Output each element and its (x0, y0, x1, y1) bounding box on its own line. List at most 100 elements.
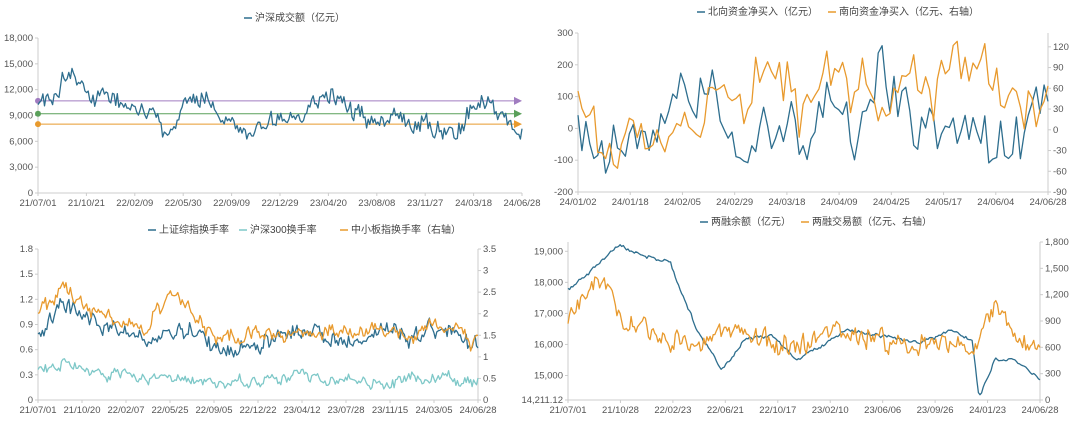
y-right-tick-label: -60 (1053, 166, 1067, 177)
y-right-tick-label: 1,200 (1045, 290, 1069, 301)
x-tick-label: 23/11/27 (407, 198, 443, 209)
x-tick-label: 24/02/05 (664, 197, 701, 208)
y-right-tick-label: 3 (483, 266, 488, 277)
y-tick-label: 6,000 (9, 136, 33, 147)
x-tick-label: 24/01/02 (560, 197, 597, 208)
y-tick-label: -200 (554, 187, 573, 198)
y-tick-label: 18,000 (4, 33, 33, 44)
series-line (567, 244, 1041, 396)
y-right-tick-label: 2.5 (483, 287, 496, 298)
y-tick-label: 3,000 (9, 162, 33, 173)
x-tick-label: 21/10/20 (64, 405, 101, 416)
x-tick-label: 24/03/18 (455, 198, 492, 209)
x-tick-label: 24/03/18 (768, 197, 805, 208)
x-tick-label: 24/06/28 (504, 198, 541, 209)
y-tick-label: 0 (28, 395, 33, 406)
x-tick-label: 21/07/01 (20, 405, 57, 416)
y-tick-label: 1.8 (20, 244, 33, 255)
x-tick-label: 23/04/20 (310, 198, 347, 209)
x-tick-label: 21/10/21 (68, 198, 105, 209)
series-line (37, 67, 523, 140)
legend-label: 沪深300换手率 (250, 223, 317, 236)
x-tick-label: 23/02/10 (812, 405, 849, 416)
y-tick-label: 14,211.12 (521, 395, 563, 406)
series-line (577, 40, 1049, 169)
reference-arrow (514, 96, 522, 105)
y-right-tick-label: -90 (1053, 187, 1067, 198)
y-tick-label: 0.3 (20, 370, 33, 381)
y-right-tick-label: 3.5 (483, 244, 496, 255)
x-tick-label: 23/11/15 (372, 405, 408, 416)
x-tick-label: 23/07/28 (328, 405, 365, 416)
x-tick-label: 24/06/28 (460, 405, 497, 416)
y-right-tick-label: 0 (1045, 395, 1050, 406)
y-right-tick-label: 120 (1053, 42, 1069, 53)
reference-arrow (514, 109, 522, 118)
x-tick-label: 23/09/26 (917, 405, 954, 416)
x-tick-label: 24/06/28 (1030, 197, 1067, 208)
legend-label: 两融交易额（亿元、右轴） (812, 215, 932, 228)
y-tick-label: 0.9 (20, 320, 33, 331)
x-tick-label: 22/05/25 (152, 405, 189, 416)
y-right-tick-label: 1,500 (1045, 263, 1069, 274)
chart-panel-1: 0 3,000 6,000 9,000 12,000 15,000 18,000 21/07/… (4, 11, 541, 209)
y-tick-label: 100 (557, 92, 573, 103)
y-tick-label: 16,000 (534, 339, 563, 350)
x-tick-label: 23/04/12 (284, 405, 321, 416)
series-line (37, 358, 479, 390)
y-tick-label: 0 (568, 123, 573, 134)
y-tick-label: 17,000 (534, 308, 563, 319)
y-right-tick-label: 0.5 (483, 373, 496, 384)
x-tick-label: 24/04/09 (821, 197, 858, 208)
y-tick-label: 15,000 (534, 371, 563, 382)
x-tick-label: 22/02/23 (654, 405, 691, 416)
series-line (37, 297, 479, 358)
x-tick-label: 23/08/08 (358, 198, 395, 209)
legend-label: 南向资金净买入（亿元、右轴） (839, 5, 979, 18)
y-tick-label: 0 (28, 188, 33, 199)
y-right-tick-label: 300 (1045, 369, 1061, 380)
y-right-tick-label: 90 (1053, 63, 1064, 74)
x-tick-label: 24/01/18 (612, 197, 649, 208)
series-line (37, 281, 479, 352)
x-tick-label: 24/02/29 (716, 197, 753, 208)
y-tick-label: 300 (557, 28, 573, 39)
reference-dot (35, 121, 41, 128)
y-right-tick-label: 30 (1053, 104, 1064, 115)
y-tick-label: 19,000 (534, 246, 563, 257)
y-right-tick-label: 600 (1045, 342, 1061, 353)
y-right-tick-label: -30 (1053, 146, 1067, 157)
y-tick-label: 200 (557, 60, 573, 71)
y-tick-label: 9,000 (9, 111, 33, 122)
x-tick-label: 22/10/17 (759, 405, 796, 416)
reference-dot (35, 110, 41, 117)
x-tick-label: 22/12/22 (240, 405, 277, 416)
series-line (577, 45, 1049, 174)
x-tick-label: 24/05/17 (925, 197, 962, 208)
legend-label: 上证综指换手率 (159, 223, 229, 236)
x-tick-label: 21/10/28 (602, 405, 639, 416)
y-right-tick-label: 0 (1053, 125, 1058, 136)
x-tick-label: 22/06/21 (707, 405, 744, 416)
x-tick-label: 24/04/25 (873, 197, 910, 208)
y-tick-label: 0.6 (20, 345, 33, 356)
chart-panel-2: -200 -100 0 100 200 300 -90 -60 -30 0 30 60 90 120 24/… (554, 5, 1069, 208)
x-tick-label: 24/03/05 (416, 405, 453, 416)
legend-label: 北向资金净买入（亿元） (708, 5, 818, 18)
y-tick-label: 12,000 (4, 85, 33, 96)
x-tick-label: 22/02/09 (116, 198, 153, 209)
reference-arrow (514, 120, 522, 129)
x-tick-label: 24/06/28 (1022, 405, 1059, 416)
x-tick-label: 21/07/01 (550, 405, 587, 416)
legend-label: 两融余额（亿元） (711, 215, 791, 228)
y-tick-label: 1.5 (20, 269, 33, 280)
y-right-tick-label: 1 (483, 352, 488, 363)
x-tick-label: 22/09/05 (196, 405, 233, 416)
y-right-tick-label: 1.5 (483, 330, 496, 341)
x-tick-label: 22/09/09 (213, 198, 250, 209)
x-tick-label: 22/02/07 (108, 405, 145, 416)
y-right-tick-label: 2 (483, 309, 488, 320)
chart-panel-3: 0 0.3 0.6 0.9 1.2 1.5 1.8 0 0.5 1 1.5 2 2.5 3 3.5 21/07… (20, 223, 497, 416)
